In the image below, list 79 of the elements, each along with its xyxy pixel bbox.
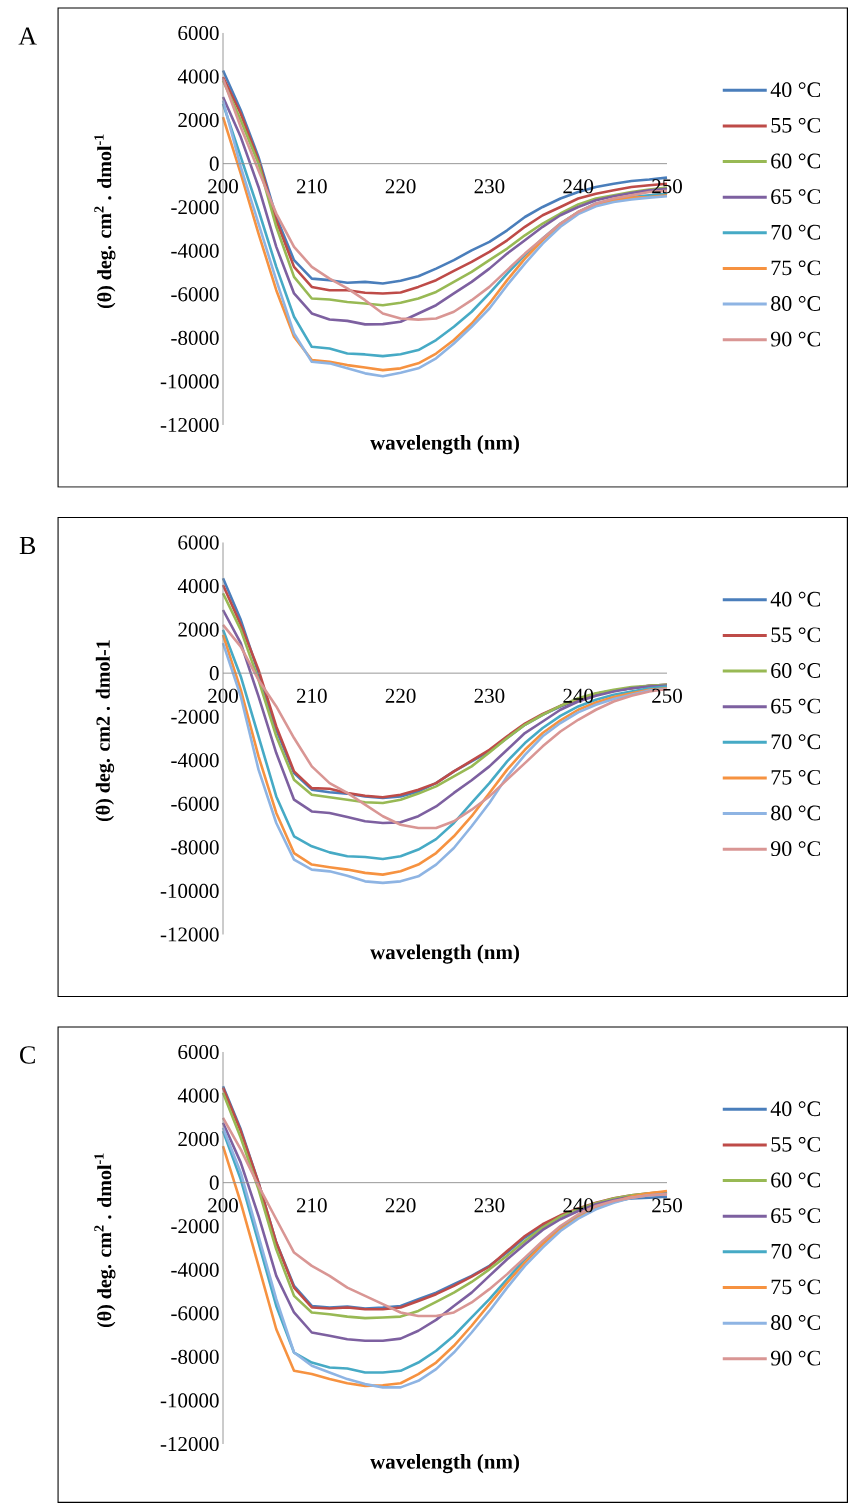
y-tick-label: 2000 (178, 113, 219, 128)
y-tick-label: -4000 (171, 243, 219, 258)
x-tick-label: 230 (474, 179, 505, 194)
legend-label: 60 °C (771, 663, 820, 678)
y-tick-label: -10000 (160, 374, 219, 389)
x-tick-label: 220 (385, 1198, 416, 1213)
x-tick-label: 230 (474, 1198, 505, 1213)
legend-label: 80 °C (771, 805, 820, 821)
legend-label: 40 °C (770, 591, 820, 607)
x-tick-label: 200 (208, 1198, 238, 1213)
x-axis-title: wavelength (nm) (370, 434, 519, 455)
x-tick-label: 200 (208, 688, 238, 703)
legend-label: 60 °C (771, 153, 821, 169)
legend-label: 90 °C (770, 331, 821, 347)
legend-label: 80 °C (771, 1315, 820, 1330)
chart-title: C (20, 1046, 35, 1064)
y-tick-label: 0 (209, 156, 219, 171)
legend-label: 40 °C (770, 1101, 820, 1117)
legend-label: 75 °C (771, 260, 821, 276)
y-tick-label: -6000 (171, 287, 219, 302)
legend-label: 55 °C (771, 1136, 820, 1152)
legend-label: 70 °C (771, 224, 821, 240)
y-tick-label: 4000 (177, 69, 219, 84)
x-tick-label: 250 (652, 179, 682, 194)
y-tick-label: 6000 (178, 25, 219, 41)
legend-label: 70 °C (771, 734, 820, 750)
y-tick-label: -10000 (160, 883, 219, 899)
legend-label: 65 °C (771, 698, 820, 714)
y-tick-label: -8000 (171, 1349, 219, 1364)
y-tick-label: 6000 (178, 1044, 219, 1060)
legend-label: 65 °C (771, 189, 821, 205)
y-axis-title: (θ) deg. cm$^{2}$ . dmol$^{-1}$ (94, 134, 116, 309)
y-tick-label: -12000 (160, 417, 219, 433)
chart-title: A (18, 27, 37, 45)
x-tick-label: 210 (296, 1198, 327, 1213)
x-tick-label: 250 (652, 688, 682, 703)
legend-label: 75 °C (771, 1279, 820, 1295)
x-tick-label: 240 (563, 179, 594, 194)
x-axis-title: wavelength (nm) (370, 1454, 520, 1474)
x-tick-label: 250 (652, 1198, 682, 1213)
y-tick-label: -12000 (160, 927, 219, 942)
y-tick-label: 0 (209, 1175, 219, 1190)
x-tick-label: 220 (385, 688, 416, 703)
legend-label: 75 °C (771, 769, 820, 785)
legend-label: 70 °C (771, 1243, 820, 1259)
x-tick-label: 220 (385, 179, 416, 194)
legend-label: 55 °C (771, 627, 820, 643)
y-tick-label: -10000 (160, 1393, 219, 1408)
legend-label: 90 °C (770, 1350, 820, 1366)
y-tick-label: -2000 (171, 709, 219, 724)
y-tick-label: -2000 (171, 200, 219, 215)
y-tick-label: 2000 (178, 622, 219, 637)
legend-label: 65 °C (771, 1208, 820, 1224)
y-tick-label: -6000 (171, 1306, 219, 1321)
x-tick-label: 210 (296, 179, 327, 194)
legend-label: 80 °C (771, 296, 821, 311)
y-tick-label: -8000 (171, 840, 219, 855)
y-tick-label: -4000 (171, 753, 219, 768)
x-tick-label: 230 (474, 688, 505, 703)
y-tick-label: -12000 (160, 1436, 219, 1452)
y-tick-label: 0 (209, 666, 219, 681)
y-axis-title: (θ) deg. cm2 . dmol-1 (95, 640, 115, 822)
y-axis-title: (θ) deg. cm$^{2}$ . dmol$^{-1}$ (94, 1153, 116, 1328)
x-axis-title: wavelength (nm) (370, 944, 520, 964)
y-tick-label: -2000 (171, 1219, 219, 1234)
legend-label: 40 °C (770, 82, 821, 98)
legend-label: 60 °C (771, 1172, 820, 1188)
y-tick-label: 4000 (177, 578, 219, 594)
y-tick-label: 4000 (177, 1088, 219, 1103)
legend-label: 55 °C (771, 117, 821, 133)
chart-title: B (19, 536, 36, 555)
y-tick-label: -8000 (171, 330, 219, 345)
y-tick-label: 6000 (178, 535, 219, 550)
y-tick-label: -6000 (171, 796, 219, 811)
y-tick-label: 2000 (178, 1132, 219, 1147)
x-tick-label: 200 (208, 179, 238, 194)
y-tick-label: -4000 (171, 1262, 219, 1277)
x-tick-label: 210 (296, 688, 327, 703)
legend-label: 90 °C (770, 841, 820, 857)
